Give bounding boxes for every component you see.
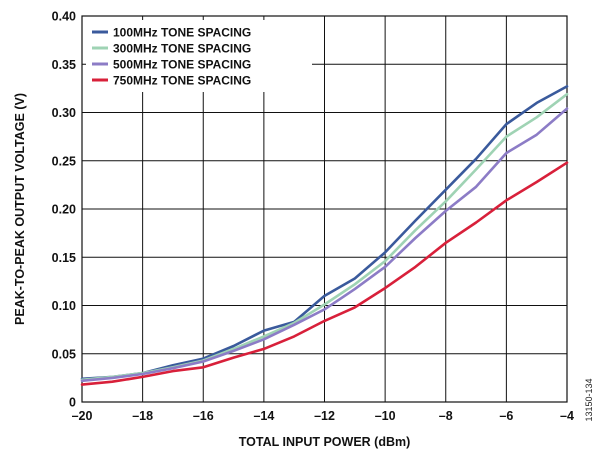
legend-label: 100MHz TONE SPACING — [113, 26, 251, 40]
series-line-1 — [80, 85, 569, 381]
y-tick-label: 0.20 — [52, 203, 76, 217]
x-tick-label: –18 — [132, 409, 153, 423]
x-tick-label: –6 — [499, 409, 513, 423]
x-tick-label: –8 — [439, 409, 453, 423]
legend: 100MHz TONE SPACING 300MHz TONE SPACING 50… — [86, 20, 312, 92]
figure-id: 13150-134 — [584, 378, 594, 421]
plot-frame — [81, 15, 568, 403]
y-tick-label: 0.15 — [52, 251, 76, 265]
legend-box — [86, 20, 312, 92]
y-tick-label: 0.40 — [52, 10, 76, 24]
x-tick-label: –20 — [72, 409, 93, 423]
x-tick-labels: –20 –18 –16 –14 –12 –10 –8 –6 –4 — [72, 409, 574, 423]
x-tick-label: –12 — [314, 409, 335, 423]
legend-label: 750MHz TONE SPACING — [113, 74, 251, 88]
x-tick-label: –16 — [193, 409, 214, 423]
y-tick-labels: 0 0.05 0.10 0.15 0.20 0.25 0.30 0.35 0.40 — [52, 10, 76, 410]
y-tick-label: 0.05 — [52, 347, 76, 361]
x-axis-title: TOTAL INPUT POWER (dBm) — [239, 435, 411, 449]
y-axis-title: PEAK-TO-PEAK OUTPUT VOLTAGE (V) — [13, 93, 27, 325]
y-tick-label: 0.10 — [52, 299, 76, 313]
legend-label: 300MHz TONE SPACING — [113, 42, 251, 56]
y-tick-label: 0 — [69, 396, 76, 410]
y-tick-label: 0.25 — [52, 154, 76, 168]
x-tick-label: –4 — [560, 409, 574, 423]
x-tick-label: –14 — [253, 409, 274, 423]
series-lines — [80, 85, 569, 386]
y-tick-label: 0.30 — [52, 106, 76, 120]
series-line-4 — [80, 161, 569, 386]
series-line-3 — [80, 107, 569, 383]
legend-label: 500MHz TONE SPACING — [113, 58, 251, 72]
x-tick-label: –10 — [375, 409, 396, 423]
y-tick-label: 0.35 — [52, 58, 76, 72]
